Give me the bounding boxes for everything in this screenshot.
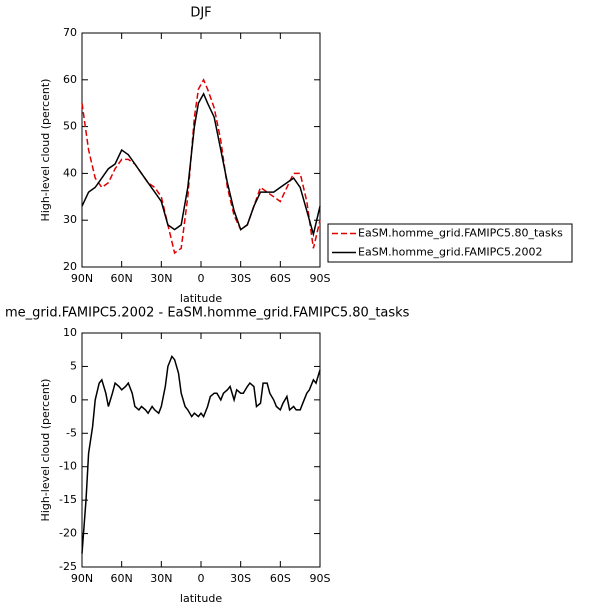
x-tick-label: 90N xyxy=(71,572,93,585)
x-tick-label: 90S xyxy=(310,272,331,285)
y-axis-label: High-level cloud (percent) xyxy=(39,79,52,222)
data-line xyxy=(81,92,321,238)
plot-frame xyxy=(81,332,321,568)
y-axis-label: High-level cloud (percent) xyxy=(39,379,52,522)
chart-title: me_grid.FAMIPC5.2002 - EaSM.homme_grid.F… xyxy=(5,306,410,321)
y-tick-label: -15 xyxy=(59,493,77,506)
x-tick-label: 90S xyxy=(310,572,331,585)
x-axis-label: latitude xyxy=(180,592,222,605)
y-tick-label: 10 xyxy=(63,326,77,339)
y-tick-label: -25 xyxy=(59,560,77,573)
y-tick-label: -20 xyxy=(59,527,77,540)
x-tick-label: 30N xyxy=(150,272,172,285)
legend-label: EaSM.homme_grid.FAMIPC5.80_tasks xyxy=(358,227,563,240)
x-tick-label: 60N xyxy=(111,572,133,585)
y-tick-label: -5 xyxy=(66,426,77,439)
y-tick-label: 30 xyxy=(63,213,77,226)
data-line xyxy=(81,354,321,554)
x-tick-label: 60S xyxy=(270,572,291,585)
x-tick-label: 60N xyxy=(111,272,133,285)
legend-label: EaSM.homme_grid.FAMIPC5.2002 xyxy=(358,246,542,259)
data-line xyxy=(81,78,321,255)
x-tick-label: 30S xyxy=(230,272,251,285)
x-tick-label: 0 xyxy=(198,572,205,585)
y-tick-label: 50 xyxy=(63,120,77,133)
y-tick-label: 40 xyxy=(63,166,77,179)
legend-box xyxy=(327,223,573,263)
y-tick-label: 70 xyxy=(63,26,77,39)
y-tick-label: -10 xyxy=(59,460,77,473)
x-tick-label: 90N xyxy=(71,272,93,285)
y-tick-label: 0 xyxy=(70,393,77,406)
x-tick-label: 0 xyxy=(198,272,205,285)
chart-title: DJF xyxy=(190,6,211,21)
x-axis-label: latitude xyxy=(180,292,222,305)
x-tick-label: 60S xyxy=(270,272,291,285)
y-tick-label: 5 xyxy=(70,359,77,372)
x-tick-label: 30N xyxy=(150,572,172,585)
y-tick-label: 20 xyxy=(63,260,77,273)
plot-frame xyxy=(81,32,321,268)
y-tick-label: 60 xyxy=(63,73,77,86)
x-tick-label: 30S xyxy=(230,572,251,585)
